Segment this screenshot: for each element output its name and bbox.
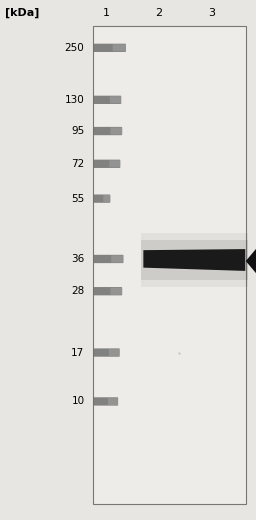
FancyBboxPatch shape — [94, 348, 120, 357]
Text: 1: 1 — [103, 8, 110, 18]
Text: 55: 55 — [71, 193, 84, 204]
Text: [kDa]: [kDa] — [5, 8, 39, 18]
Text: 36: 36 — [71, 254, 84, 264]
Text: 3: 3 — [208, 8, 215, 18]
FancyBboxPatch shape — [94, 194, 110, 203]
FancyBboxPatch shape — [109, 160, 120, 167]
Polygon shape — [143, 249, 245, 271]
FancyBboxPatch shape — [110, 127, 122, 135]
FancyBboxPatch shape — [94, 96, 121, 104]
FancyBboxPatch shape — [109, 349, 120, 356]
FancyBboxPatch shape — [103, 195, 110, 202]
FancyBboxPatch shape — [94, 397, 118, 406]
FancyBboxPatch shape — [110, 96, 121, 103]
FancyBboxPatch shape — [94, 127, 122, 135]
Text: 130: 130 — [65, 95, 84, 105]
FancyBboxPatch shape — [94, 44, 126, 52]
Text: 250: 250 — [65, 43, 84, 53]
Bar — [93, 26, 246, 504]
FancyBboxPatch shape — [94, 255, 123, 263]
Text: 28: 28 — [71, 286, 84, 296]
FancyBboxPatch shape — [108, 398, 118, 405]
Polygon shape — [246, 244, 256, 278]
Text: 72: 72 — [71, 159, 84, 169]
FancyBboxPatch shape — [111, 255, 123, 263]
FancyBboxPatch shape — [94, 160, 120, 168]
Text: 17: 17 — [71, 347, 84, 358]
Text: 95: 95 — [71, 126, 84, 136]
FancyBboxPatch shape — [110, 288, 122, 295]
FancyBboxPatch shape — [113, 44, 126, 51]
Polygon shape — [141, 240, 248, 280]
Text: 10: 10 — [71, 396, 84, 407]
Text: 2: 2 — [155, 8, 162, 18]
Polygon shape — [141, 233, 248, 287]
FancyBboxPatch shape — [94, 287, 122, 295]
